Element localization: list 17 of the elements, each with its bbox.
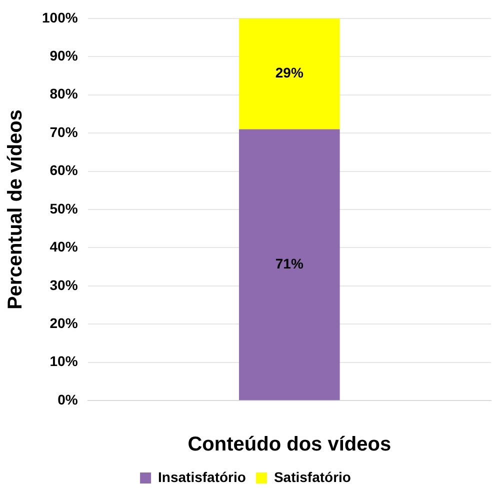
x-axis-title: Conteúdo dos vídeos (188, 434, 392, 456)
y-tick-label: 50% (50, 200, 78, 216)
data-label: 71% (275, 256, 304, 272)
y-tick-label: 0% (58, 391, 78, 408)
y-tick-label: 80% (50, 86, 78, 102)
legend-label: Insatisfatório (158, 468, 246, 485)
y-tick-label: 30% (50, 276, 78, 293)
y-tick-label: 20% (50, 315, 78, 332)
y-tick-label: 90% (50, 47, 78, 64)
y-tick-label: 70% (50, 124, 78, 140)
legend-label: Satisfatório (274, 468, 351, 485)
y-tick-label: 40% (50, 238, 78, 255)
y-tick-label: 100% (42, 9, 78, 26)
y-tick-label: 10% (50, 353, 78, 370)
data-label: 29% (275, 64, 304, 81)
y-tick-label: 60% (50, 162, 78, 178)
y-axis-title: Percentual de vídeos (4, 109, 27, 310)
